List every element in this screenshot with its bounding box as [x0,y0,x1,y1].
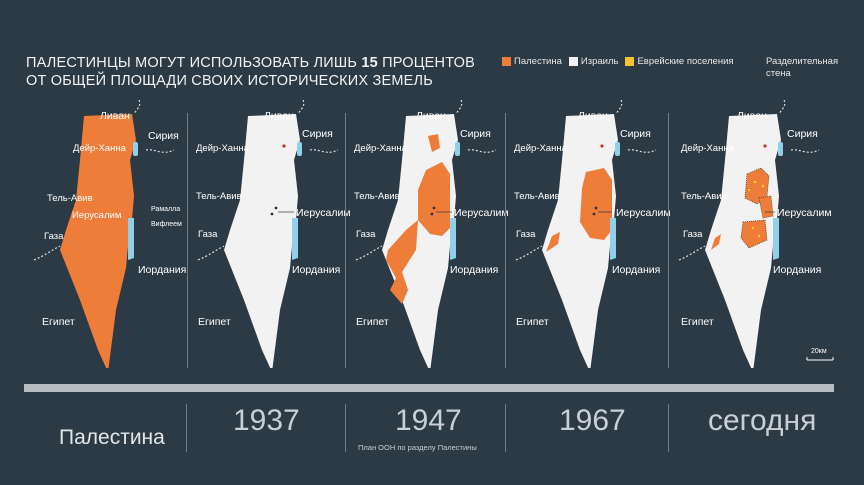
label-syria: Сирия [460,128,491,140]
map-palestine [33,100,175,368]
map-panel-palestine: Ливан Сирия Дейр-Ханна Тель-Авив Иерусал… [24,100,187,368]
timeline-label-1937: 1937 [233,404,300,437]
label-lebanon: Ливан [416,110,446,122]
label-gaza: Газа [683,229,703,240]
label-syria: Сирия [302,128,333,140]
label-egypt: Египет [42,316,75,328]
scale-bar: 20км [806,348,834,361]
legend-swatch-palestine [502,57,511,66]
timeline-divider [668,404,669,452]
timeline-label-palestine: Палестина [59,426,165,449]
label-gaza: Газа [198,229,218,240]
label-lebanon: Ливан [578,110,608,122]
map-1937 [197,100,339,368]
label-deir-hanna: Дейр-Ханна [73,143,126,154]
label-jerusalem: Иерусалим [616,207,671,219]
label-tel-aviv: Тель-Авив [514,191,560,202]
label-tel-aviv: Тель-Авив [681,191,727,202]
label-gaza: Газа [516,229,536,240]
palestine-territory [60,114,136,368]
timeline-note-un-plan: План ООН по разделу Палестины [358,443,477,452]
page-title: ПАЛЕСТИНЦЫ МОГУТ ИСПОЛЬЗОВАТЬ ЛИШЬ 15 ПР… [26,54,475,90]
map-1947 [355,100,497,368]
panel-divider [345,113,346,368]
timeline-label-1947: 1947 [395,404,462,437]
legend-wall-label: Разделительная стена [766,56,839,79]
legend-item-settlements: Еврейские поселения [625,56,734,67]
label-tel-aviv: Тель-Авив [196,191,242,202]
label-syria: Сирия [148,130,179,142]
label-deir-hanna: Дейр-Ханна [681,143,734,154]
label-ramallah: Рамалла [151,206,181,213]
label-lebanon: Ливан [100,110,130,122]
label-lebanon: Ливан [737,110,767,122]
label-deir-hanna: Дейр-Ханна [354,143,407,154]
title-line1-suffix: ПРОЦЕНТОВ [377,55,475,71]
label-gaza: Газа [44,231,64,242]
palestine-west-bank [580,168,612,240]
timeline: Палестина 1937 1947 План ООН по разделу … [24,392,834,472]
label-tel-aviv: Тель-Авив [354,191,400,202]
timeline-bar [24,384,834,392]
label-jordan: Иордания [773,264,822,276]
map-panel-1947: Ливан Сирия Дейр-Ханна Тель-Авив Иерусал… [346,100,509,368]
label-bethlehem: Вифлеем [151,221,182,228]
panel-divider [187,113,188,368]
label-jordan: Иордания [450,264,499,276]
panel-divider [505,113,506,368]
label-egypt: Египет [516,316,549,328]
label-deir-hanna: Дейр-Ханна [514,143,567,154]
dead-sea [128,218,134,260]
map-panel-today: Ливан Сирия Дейр-Ханна Тель-Авив Иерусал… [669,100,832,368]
lake-tiberias [133,142,138,156]
israel-territory [224,114,300,368]
timeline-divider [186,404,187,452]
timeline-divider [505,404,506,452]
palestine-southwest [386,220,418,304]
label-egypt: Египет [198,316,231,328]
legend-item-israel: Израиль [568,56,618,67]
map-panel-1937: Ливан Сирия Дейр-Ханна Тель-Авив Иерусал… [188,100,351,368]
title-line1: ПАЛЕСТИНЦЫ МОГУТ ИСПОЛЬЗОВАТЬ ЛИШЬ [26,55,362,71]
palestine-west-bank [418,162,450,236]
label-jordan: Иордания [612,264,661,276]
label-syria: Сирия [787,128,818,140]
timeline-label-today: сегодня [708,404,817,437]
label-jerusalem: Иерусалим [777,207,832,219]
legend-item-palestine: Палестина [502,56,562,67]
label-lebanon: Ливан [264,110,294,122]
label-jerusalem: Иерусалим [454,207,509,219]
timeline-divider [345,404,346,452]
label-jerusalem: Иерусалим [296,207,351,219]
palestine-galilee [428,134,440,152]
label-jordan: Иордания [292,264,341,276]
label-syria: Сирия [620,128,651,140]
legend-swatch-israel [568,57,578,66]
title-number: 15 [361,55,378,71]
label-tel-aviv: Тель-Авив [47,193,93,204]
label-deir-hanna: Дейр-Ханна [196,143,249,154]
panel-divider [668,113,669,368]
label-jordan: Иордания [138,264,187,276]
label-egypt: Египет [356,316,389,328]
map-panel-1967: Ливан Сирия Дейр-Ханна Тель-Авив Иерусал… [506,100,671,368]
palestine-gaza-strip [546,232,560,252]
timeline-label-1967: 1967 [559,404,626,437]
label-gaza: Газа [356,229,376,240]
map-today [678,100,820,368]
label-jerusalem: Иерусалим [72,210,122,221]
legend-swatch-settlements [625,57,635,66]
label-egypt: Египет [681,316,714,328]
title-line2: ОТ ОБЩЕЙ ПЛОЩАДИ СВОИХ ИСТОРИЧЕСКИХ ЗЕМЕ… [26,73,433,89]
map-1967 [515,100,657,368]
legend: Палестина Израиль Еврейские поселения [502,56,741,67]
palestine-fragments [711,167,774,250]
